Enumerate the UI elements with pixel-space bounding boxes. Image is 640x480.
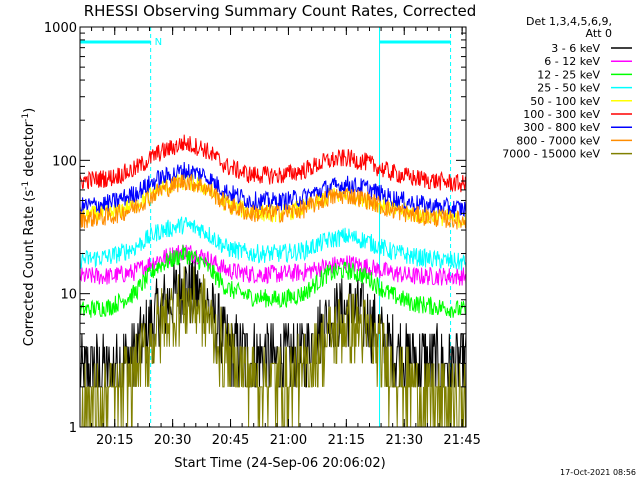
x-tick-label: 21:15 — [328, 433, 365, 448]
y-axis-label-main: Corrected Count Rate (s — [22, 190, 37, 347]
series-line — [79, 172, 467, 228]
x-axis-label: Start Time (24-Sep-06 20:06:02) — [174, 456, 385, 471]
legend-label: 800 - 7000 keV — [516, 134, 600, 147]
legend-label: 100 - 300 keV — [523, 108, 600, 121]
y-tick-label: 10 — [60, 288, 77, 303]
chart-title: RHESSI Observing Summary Count Rates, Co… — [84, 2, 477, 20]
y-axis-label-superscript-2: -1 — [21, 113, 31, 122]
legend-header: Det 1,3,4,5,6,9, — [526, 15, 612, 28]
legend-label: 7000 - 15000 keV — [502, 148, 600, 161]
y-tick-label: 100 — [52, 154, 77, 169]
x-tick-label: 21:30 — [386, 433, 423, 448]
legend-label: 50 - 100 keV — [530, 95, 600, 108]
series-line — [79, 161, 467, 218]
x-tick-label: 20:45 — [212, 433, 249, 448]
series-line — [79, 134, 467, 193]
y-axis-label-end: ) — [22, 108, 37, 113]
plot-frame — [79, 26, 467, 428]
x-tick-label: 20:30 — [154, 433, 191, 448]
x-tick-label: 20:15 — [96, 433, 133, 448]
y-tick-label: 1 — [69, 421, 77, 436]
series-line — [79, 216, 467, 271]
footer-timestamp: 17-Oct-2021 08:56 — [560, 468, 636, 477]
y-tick-label: 1000 — [44, 21, 77, 36]
x-tick-label: 21:00 — [270, 433, 307, 448]
legend-label: 25 - 50 keV — [537, 82, 600, 95]
y-axis-label-middle: detector — [22, 121, 37, 181]
legend-label: 6 - 12 keV — [544, 55, 600, 68]
x-tick-label: 21:45 — [443, 433, 480, 448]
series-layer — [79, 134, 467, 428]
legend-header: Att 0 — [586, 27, 612, 40]
series-line — [79, 244, 467, 286]
legend-label: 3 - 6 keV — [551, 42, 600, 55]
y-axis-label: Corrected Count Rate (s-1 detector-1) — [21, 108, 37, 346]
axis-ticks: 20:15 20:30 20:45 21:00 21:15 21:30 21:45 1 10 10… — [44, 21, 481, 448]
legend-label: 300 - 800 keV — [523, 121, 600, 134]
legend-label: 12 - 25 keV — [537, 68, 600, 81]
series-line — [79, 174, 467, 230]
marker-n-label: N — [155, 37, 162, 48]
series-line — [79, 244, 467, 318]
y-axis-label-superscript-1: -1 — [21, 181, 31, 190]
series-line — [80, 266, 467, 428]
